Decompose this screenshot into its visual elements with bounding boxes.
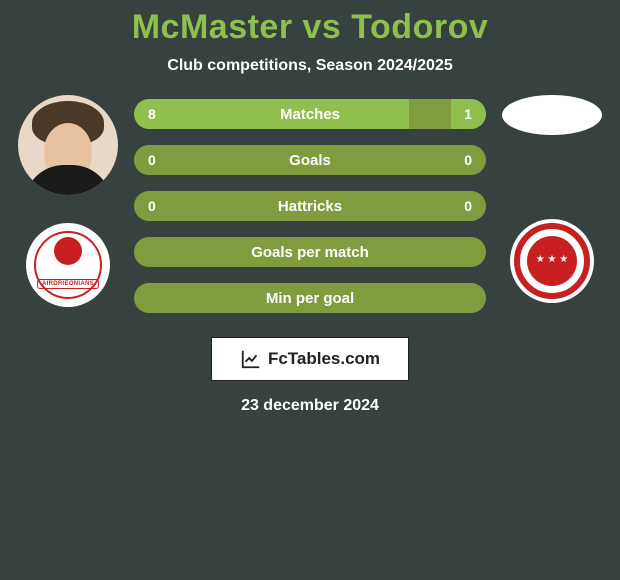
stat-row: Goals per match (134, 237, 486, 267)
stat-label: Goals (134, 152, 486, 169)
right-player-column: ★ ★ ★ (492, 95, 612, 303)
left-club-badge: AIRDRIEONIANS (26, 223, 110, 307)
right-player-avatar (502, 95, 602, 135)
page-title: McMaster vs Todorov (132, 8, 489, 47)
page-subtitle: Club competitions, Season 2024/2025 (167, 57, 452, 75)
stat-label: Min per goal (134, 290, 486, 307)
main-row: AIRDRIEONIANS 81Matches 00Goals 00Hattrick… (0, 95, 620, 313)
date-text: 23 december 2024 (241, 397, 379, 415)
right-club-badge: ★ ★ ★ (510, 219, 594, 303)
stat-row: 81Matches (134, 99, 486, 129)
branding-box: FcTables.com (211, 337, 409, 381)
stat-label: Hattricks (134, 198, 486, 215)
left-player-avatar (18, 95, 118, 195)
stat-label: Matches (134, 106, 486, 123)
chart-icon (240, 348, 262, 370)
stat-row: 00Hattricks (134, 191, 486, 221)
stat-label: Goals per match (134, 244, 486, 261)
comparison-card: McMaster vs Todorov Club competitions, S… (0, 0, 620, 415)
left-player-column: AIRDRIEONIANS (8, 95, 128, 307)
branding-text: FcTables.com (268, 349, 380, 369)
stat-row: 00Goals (134, 145, 486, 175)
stat-row: Min per goal (134, 283, 486, 313)
stats-column: 81Matches 00Goals 00Hattricks Goals per mat… (128, 99, 492, 313)
